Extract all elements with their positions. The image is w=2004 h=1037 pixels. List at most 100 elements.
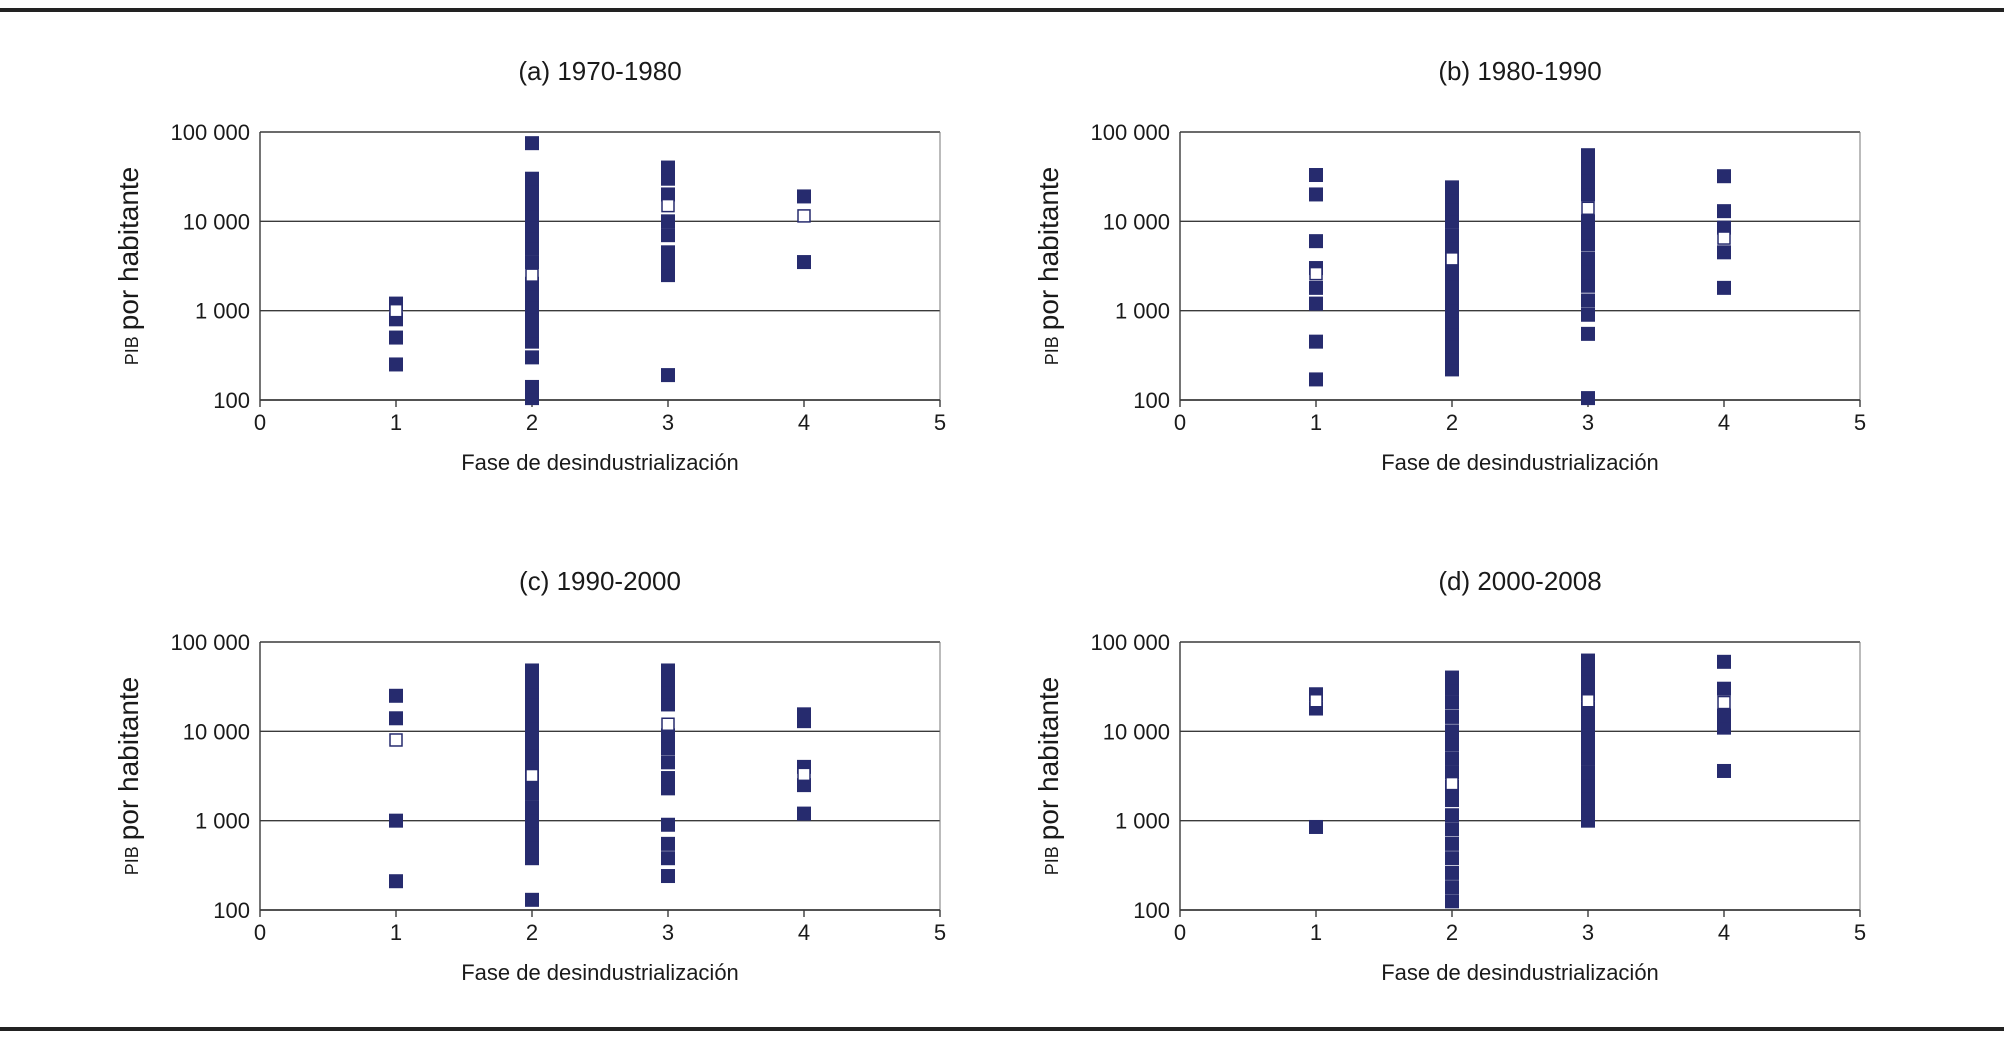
bottom-rule (0, 1027, 2004, 1031)
data-point (1445, 709, 1459, 724)
y-tick-label: 1 000 (195, 809, 250, 834)
data-point (1581, 802, 1595, 817)
y-tick-label: 100 (1133, 898, 1170, 923)
data-point (525, 786, 539, 801)
data-point (1581, 790, 1595, 805)
y-tick-label: 1 000 (195, 299, 250, 324)
data-point (1445, 695, 1459, 710)
chart-panel-c: (c) 1990-2000 100 1 000 10 000 100 000 0 1 2 3 4 5… (113, 566, 946, 985)
data-point (525, 708, 539, 723)
data-point (1445, 339, 1459, 354)
data-point (389, 330, 403, 345)
mean-point (389, 303, 403, 318)
data-point (1581, 326, 1595, 341)
data-point (1581, 187, 1595, 202)
y-axis-title-main: por habitante (113, 167, 144, 330)
data-point (1309, 296, 1323, 311)
x-tick-label: 4 (1718, 920, 1730, 945)
data-point (1717, 708, 1731, 723)
data-point (1581, 148, 1595, 163)
data-point (661, 228, 675, 243)
y-axis-title-pib: PIB (1042, 846, 1062, 875)
x-tick-label: 1 (390, 410, 402, 435)
y-tick-label: 100 (213, 898, 250, 923)
x-tick-label: 2 (1446, 920, 1458, 945)
y-axis-title-pib: PIB (1042, 336, 1062, 365)
chart-title: (d) 2000-2008 (1438, 566, 1601, 596)
data-point (525, 391, 539, 406)
data-point (525, 350, 539, 365)
data-point (1717, 654, 1731, 669)
data-point (661, 268, 675, 283)
svg-text:PIBpor habitante: PIB por habitante (113, 167, 144, 365)
data-point (525, 255, 539, 270)
data-point (1581, 726, 1595, 741)
x-tick-label: 1 (1310, 920, 1322, 945)
data-point (525, 663, 539, 678)
data-point (661, 817, 675, 832)
y-tick-label: 100 (1133, 388, 1170, 413)
data-point (1445, 214, 1459, 229)
data-point (525, 171, 539, 186)
data-point (661, 728, 675, 743)
data-point (1581, 293, 1595, 308)
data-point (525, 851, 539, 866)
data-point (1309, 334, 1323, 349)
data-point (1445, 681, 1459, 696)
mean-point (1309, 693, 1323, 708)
data-point (525, 813, 539, 828)
data-point (1445, 228, 1459, 243)
data-point (525, 674, 539, 689)
data-point (1445, 201, 1459, 216)
data-point (525, 312, 539, 327)
x-tick-label: 5 (934, 920, 946, 945)
data-point (525, 287, 539, 302)
x-tick-label: 0 (1174, 920, 1186, 945)
data-point (1717, 763, 1731, 778)
data-point (1445, 751, 1459, 766)
x-tick-label: 5 (1854, 920, 1866, 945)
data-point (1309, 187, 1323, 202)
data-point (661, 771, 675, 786)
y-tick-label: 100 000 (1090, 120, 1170, 145)
data-point (1445, 670, 1459, 685)
data-point (525, 722, 539, 737)
chart-panel-d: (d) 2000-2008 100 1 000 10 000 100 000 0 1 2 3 4 5… (1033, 566, 1866, 985)
y-tick-label: 100 000 (1090, 630, 1170, 655)
data-point (1445, 836, 1459, 851)
data-point (1445, 241, 1459, 256)
data-point (389, 874, 403, 889)
data-point (525, 323, 539, 338)
x-tick-label: 3 (662, 410, 674, 435)
data-point (1445, 851, 1459, 866)
data-point (1445, 822, 1459, 837)
data-point (1581, 251, 1595, 266)
data-point (1581, 653, 1595, 668)
data-point (1445, 278, 1459, 293)
data-point (525, 892, 539, 907)
data-point (1445, 894, 1459, 909)
chart-title: (b) 1980-1990 (1438, 56, 1601, 86)
data-point (1581, 237, 1595, 252)
x-tick-label: 0 (1174, 410, 1186, 435)
x-tick-label: 3 (1582, 410, 1594, 435)
data-point (1717, 280, 1731, 295)
data-point (525, 207, 539, 222)
data-point (661, 214, 675, 229)
mean-point (1445, 776, 1459, 791)
y-axis-title-main: por habitante (1033, 167, 1064, 330)
data-point (661, 851, 675, 866)
data-point (1581, 778, 1595, 793)
mean-point (1309, 266, 1323, 281)
y-tick-label: 100 000 (170, 630, 250, 655)
data-point (525, 735, 539, 750)
data-point (797, 189, 811, 204)
data-point (1581, 391, 1595, 406)
data-point (389, 357, 403, 372)
chart-title: (c) 1990-2000 (519, 566, 681, 596)
data-point (389, 711, 403, 726)
data-point (525, 196, 539, 211)
mean-point (1581, 693, 1595, 708)
data-point (1445, 326, 1459, 341)
data-point (661, 755, 675, 770)
